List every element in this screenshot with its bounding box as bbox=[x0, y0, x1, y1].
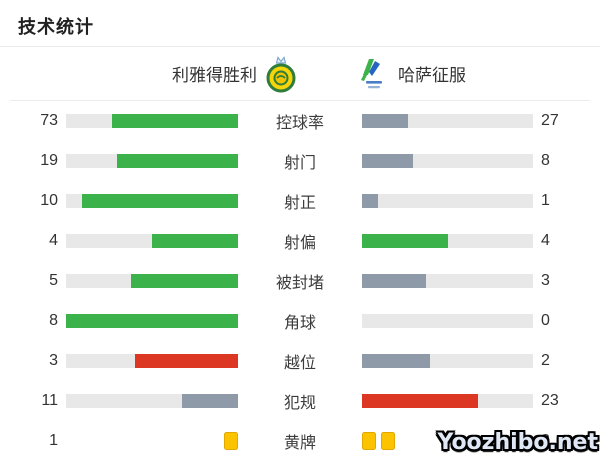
home-team-header: 利雅得胜利 bbox=[0, 47, 300, 100]
away-bar-fill bbox=[362, 114, 409, 128]
home-bar-fill bbox=[116, 154, 238, 168]
away-team-header: 哈萨征服 bbox=[300, 47, 600, 100]
away-team-name: 哈萨征服 bbox=[398, 66, 466, 85]
away-value: 2 bbox=[541, 352, 550, 369]
away-value: 8 bbox=[541, 152, 550, 169]
stat-row: 19 射门 8 bbox=[0, 141, 600, 181]
away-value: 3 bbox=[541, 272, 550, 289]
home-value: 8 bbox=[49, 312, 58, 329]
away-value: 2 bbox=[541, 432, 550, 449]
home-bar bbox=[66, 194, 238, 208]
away-bar-fill bbox=[362, 354, 431, 368]
stat-label: 越位 bbox=[283, 355, 316, 372]
stat-label: 黄牌 bbox=[283, 435, 316, 452]
away-bar bbox=[362, 154, 533, 168]
away-bar-fill bbox=[362, 234, 448, 248]
away-bar bbox=[362, 114, 533, 128]
away-value: 0 bbox=[541, 312, 550, 329]
away-bar bbox=[362, 394, 533, 408]
home-bar-fill bbox=[152, 234, 238, 248]
stat-label: 射门 bbox=[283, 155, 316, 172]
stat-label: 被封堵 bbox=[275, 275, 324, 292]
away-bar bbox=[362, 354, 533, 368]
home-value: 4 bbox=[49, 232, 58, 249]
yellow-card-icon bbox=[224, 432, 238, 450]
home-value: 73 bbox=[40, 112, 58, 129]
home-bar-fill bbox=[66, 314, 238, 328]
home-value: 3 bbox=[49, 352, 58, 369]
home-bar bbox=[66, 314, 238, 328]
home-value: 11 bbox=[41, 392, 58, 409]
stats-panel: 73 控球率 27 19 射门 8 10 射正 1 4 射偏 4 5 被封堵 3… bbox=[0, 101, 600, 461]
al-nassr-logo-icon bbox=[266, 55, 296, 92]
yellow-card-icon bbox=[362, 432, 376, 450]
home-value: 19 bbox=[40, 152, 58, 169]
away-bar bbox=[362, 234, 533, 248]
home-team-name: 利雅得胜利 bbox=[172, 66, 257, 85]
home-bar-fill bbox=[182, 394, 238, 408]
yellow-card-icon bbox=[381, 432, 395, 450]
away-bar-fill bbox=[362, 154, 413, 168]
stat-row: 8 角球 0 bbox=[0, 301, 600, 341]
page-title: 技术统计 bbox=[18, 17, 94, 37]
home-bar bbox=[66, 394, 238, 408]
stat-row: 11 犯规 23 bbox=[0, 381, 600, 421]
stat-row: 4 射偏 4 bbox=[0, 221, 600, 261]
stat-label: 犯规 bbox=[283, 395, 316, 412]
stat-row: 73 控球率 27 bbox=[0, 101, 600, 141]
home-bar bbox=[66, 274, 238, 288]
home-bar bbox=[66, 114, 238, 128]
stat-row: 1 黄牌 2 bbox=[0, 421, 600, 461]
away-bar bbox=[362, 194, 533, 208]
stat-label: 射偏 bbox=[283, 235, 316, 252]
away-value: 27 bbox=[541, 112, 559, 129]
away-value: 4 bbox=[541, 232, 550, 249]
stats-divider bbox=[10, 100, 590, 101]
home-bar bbox=[66, 432, 238, 450]
home-bar bbox=[66, 354, 238, 368]
home-bar-fill bbox=[130, 274, 238, 288]
stat-label: 控球率 bbox=[275, 115, 324, 132]
stat-label: 射正 bbox=[283, 195, 316, 212]
away-bar-fill bbox=[362, 194, 378, 208]
away-value: 1 bbox=[541, 192, 550, 209]
stat-row: 10 射正 1 bbox=[0, 181, 600, 221]
home-value: 10 bbox=[40, 192, 58, 209]
home-bar-fill bbox=[81, 194, 238, 208]
home-bar-fill bbox=[134, 354, 238, 368]
away-value: 23 bbox=[541, 392, 559, 409]
away-bar-fill bbox=[362, 394, 478, 408]
home-value: 1 bbox=[49, 432, 58, 449]
team-header: 利雅得胜利 哈萨征服 bbox=[0, 47, 600, 100]
home-bar bbox=[66, 234, 238, 248]
home-value: 5 bbox=[49, 272, 58, 289]
stat-row: 5 被封堵 3 bbox=[0, 261, 600, 301]
stat-label: 角球 bbox=[283, 315, 316, 332]
away-bar bbox=[362, 274, 533, 288]
header-divider bbox=[0, 46, 600, 47]
home-bar-fill bbox=[112, 114, 238, 128]
site-watermark: Yoozhibo.net bbox=[437, 430, 598, 455]
home-bar bbox=[66, 154, 238, 168]
stat-row: 3 越位 2 bbox=[0, 341, 600, 381]
al-hazem-logo-icon bbox=[361, 58, 382, 88]
away-bar bbox=[362, 432, 533, 450]
away-bar bbox=[362, 314, 533, 328]
away-bar-fill bbox=[362, 274, 427, 288]
